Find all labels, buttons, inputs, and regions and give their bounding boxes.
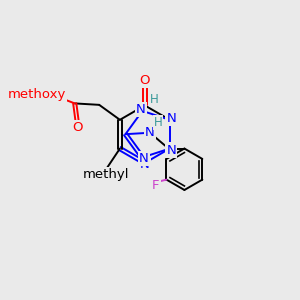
Text: O: O bbox=[72, 122, 83, 134]
Text: N: N bbox=[145, 126, 155, 139]
Text: H: H bbox=[154, 116, 162, 129]
Text: N: N bbox=[139, 152, 149, 165]
Text: N: N bbox=[136, 103, 146, 116]
Text: O: O bbox=[47, 88, 58, 101]
Text: methyl: methyl bbox=[82, 168, 129, 181]
Text: methoxy: methoxy bbox=[7, 88, 66, 101]
Text: H: H bbox=[150, 94, 159, 106]
Text: N: N bbox=[166, 112, 176, 125]
Text: O: O bbox=[140, 74, 150, 87]
Text: N: N bbox=[140, 158, 150, 171]
Text: F: F bbox=[152, 179, 160, 192]
Text: N: N bbox=[166, 143, 176, 157]
